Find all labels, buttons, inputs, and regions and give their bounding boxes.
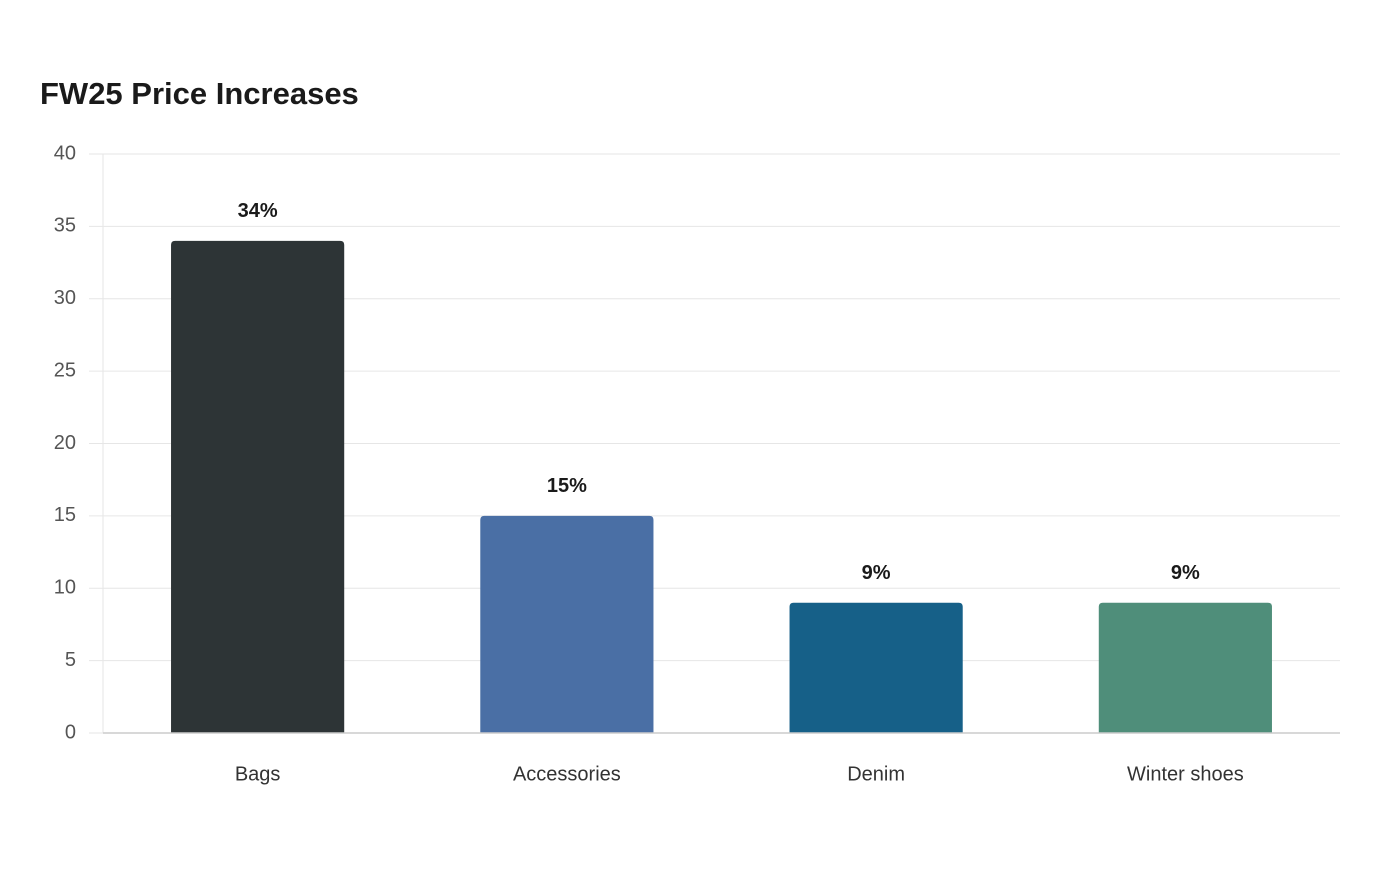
y-tick-label: 40	[54, 142, 76, 164]
value-label: 34%	[238, 200, 278, 222]
x-tick-label: Denim	[847, 763, 905, 785]
x-tick-label: Bags	[235, 763, 281, 785]
chart-title: FW25 Price Increases	[40, 76, 359, 111]
y-tick-label: 35	[54, 215, 76, 237]
x-tick-label: Accessories	[513, 763, 621, 785]
value-label: 9%	[1171, 562, 1200, 584]
y-tick-label: 10	[54, 577, 76, 599]
bar	[789, 602, 963, 733]
y-tick-label: 25	[54, 359, 76, 381]
y-tick-label: 15	[54, 504, 76, 526]
y-tick-label: 30	[54, 287, 76, 309]
bar	[1098, 602, 1272, 733]
y-tick-label: 5	[65, 649, 76, 671]
value-label: 15%	[547, 475, 587, 497]
y-tick-label: 0	[65, 721, 76, 743]
x-tick-label: Winter shoes	[1127, 763, 1244, 785]
bar	[171, 240, 345, 733]
bar	[480, 515, 654, 733]
y-tick-label: 20	[54, 432, 76, 454]
value-label: 9%	[862, 562, 891, 584]
